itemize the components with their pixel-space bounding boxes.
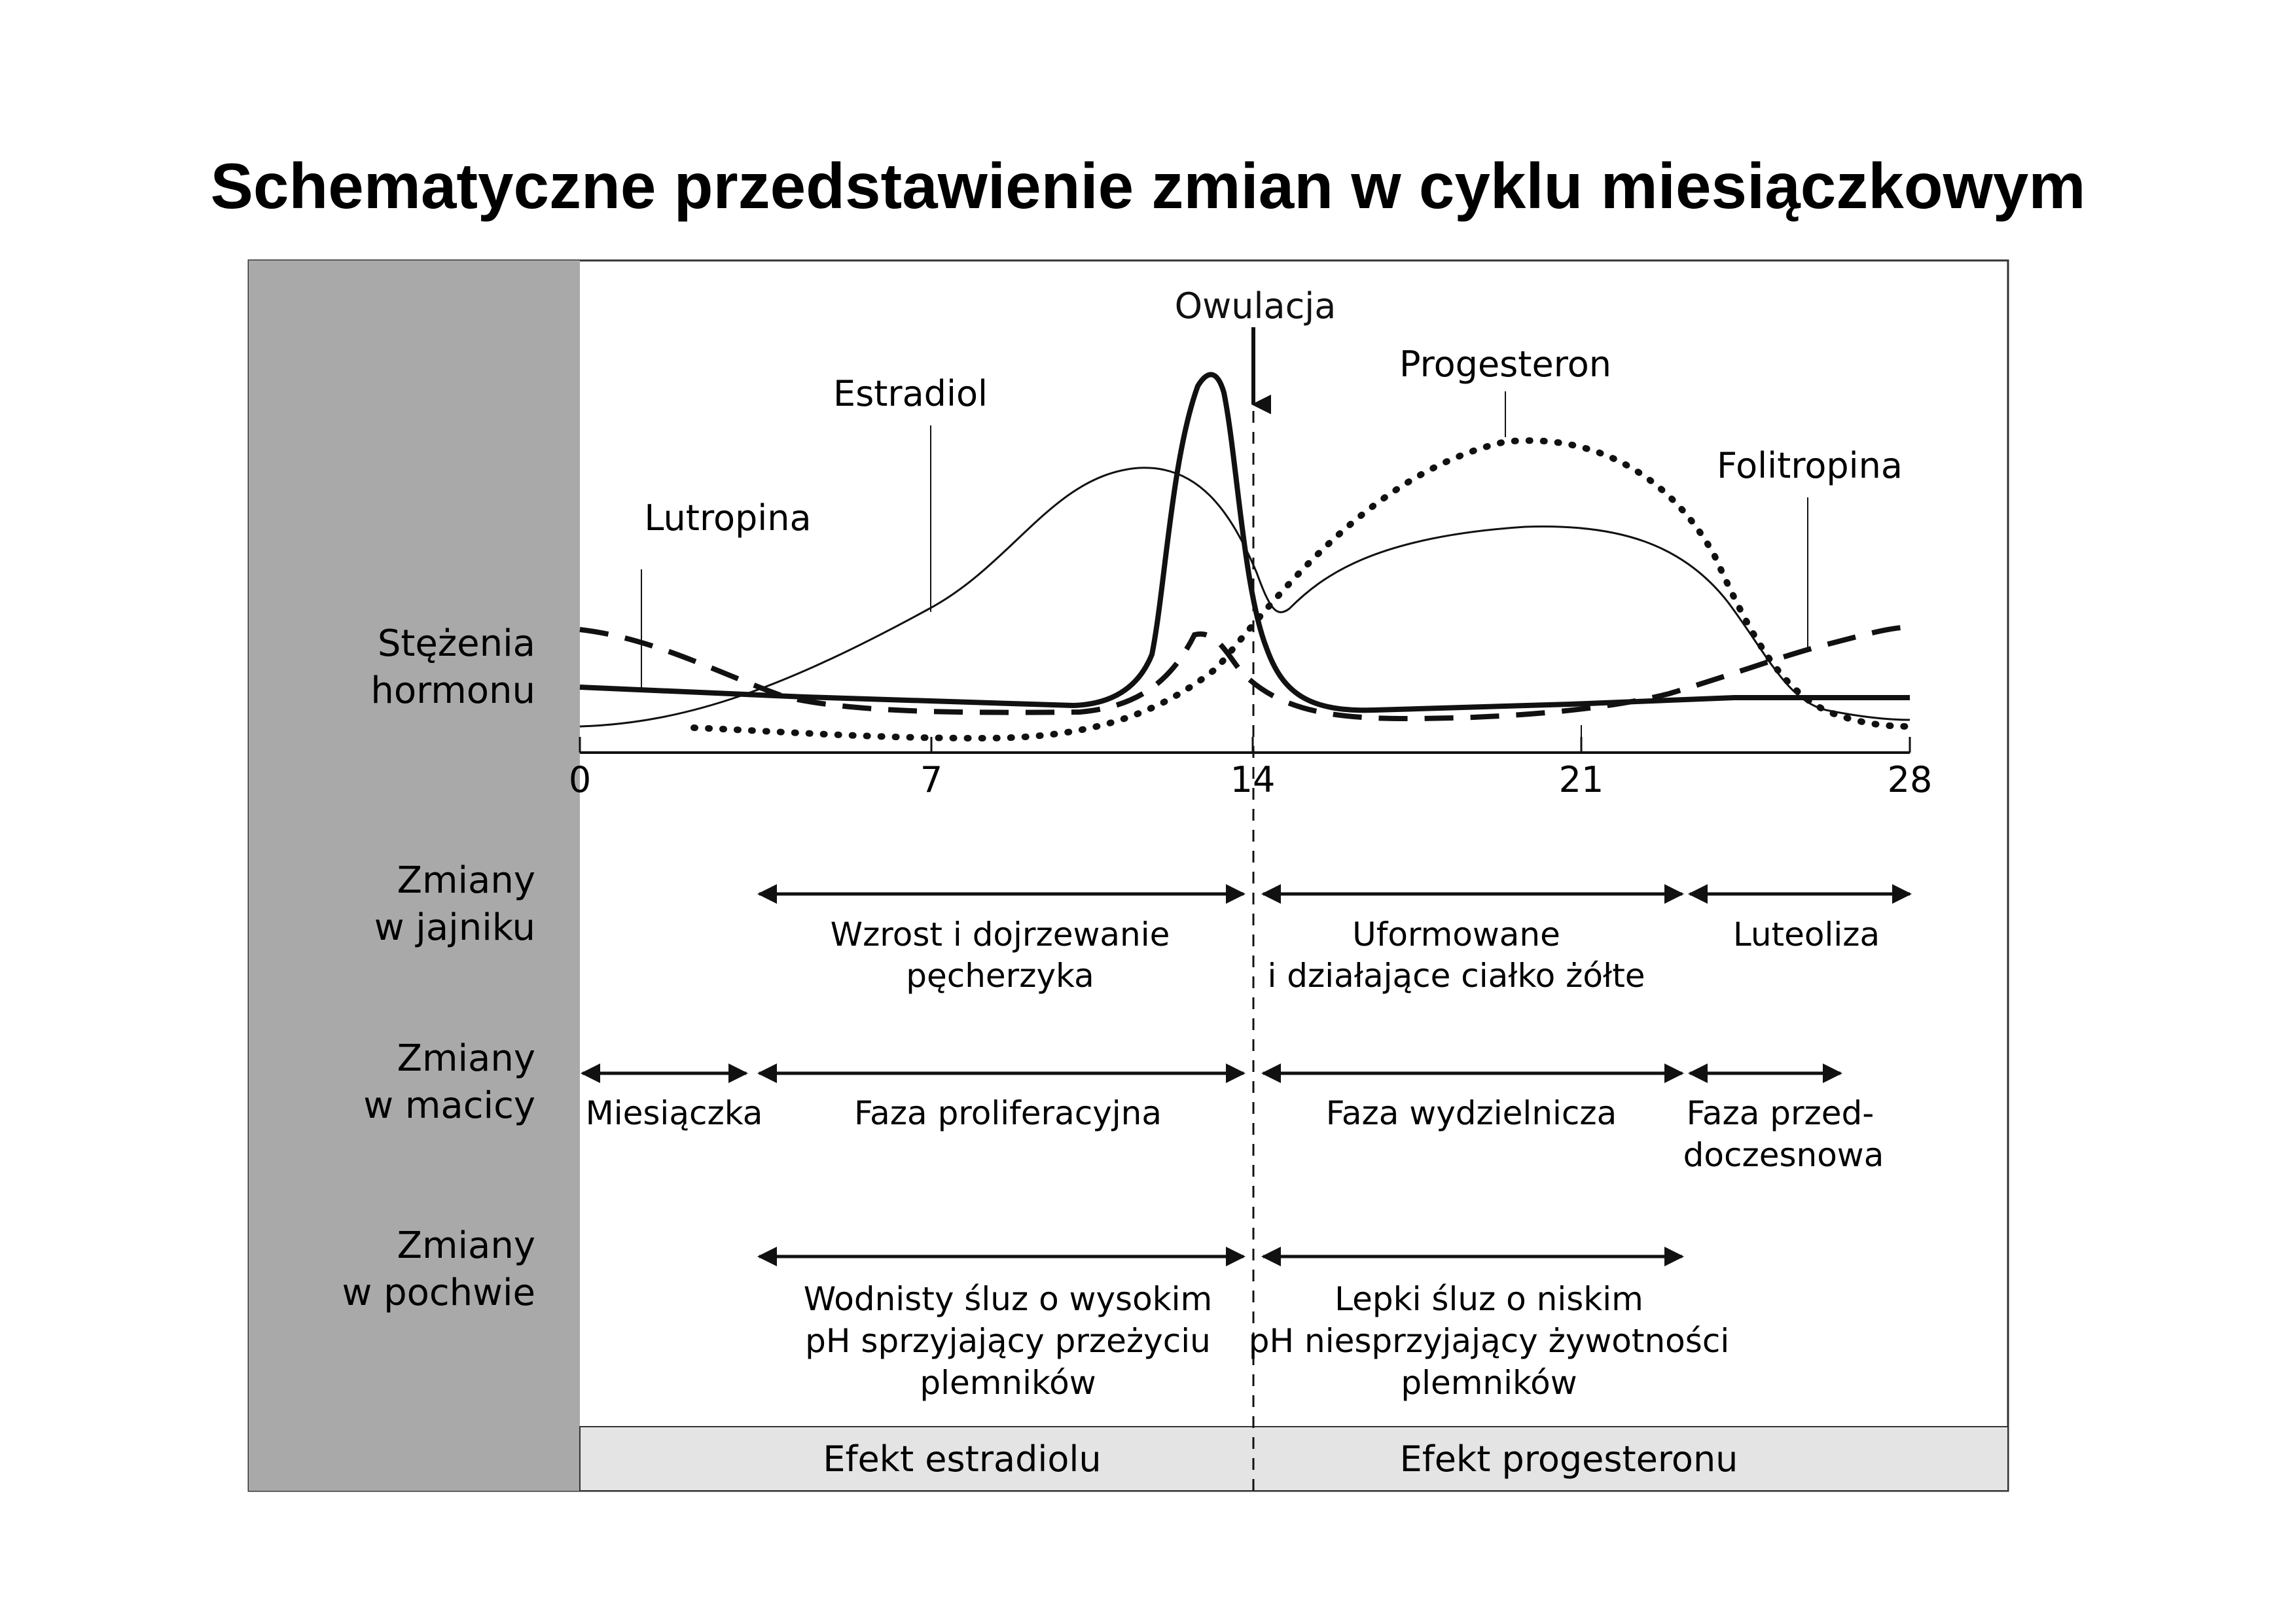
hormones-row-label-1: Stężenia (378, 622, 535, 665)
x-tick-label-0: 0 (569, 759, 591, 800)
ovary-row-label-2: w jajniku (374, 906, 535, 949)
vagina-row-label-2: w pochwie (342, 1272, 535, 1314)
progesteron-curve (691, 437, 1913, 742)
label-sidebar (249, 260, 580, 1491)
ovary-row-label-1: Zmiany (397, 859, 535, 902)
uterus-secretory-text: Faza wydzielnicza (1326, 1094, 1617, 1132)
vagina-estrogenic-text-2: pH sprzyjający przeżyciu (805, 1322, 1211, 1360)
vagina-progestogenic-text-3: plemników (1401, 1364, 1577, 1402)
ovary-luteolysis-text: Luteoliza (1733, 916, 1880, 954)
vagina-estrogenic-text-1: Wodnisty śluz o wysokim (804, 1280, 1213, 1318)
folitropina-curve (579, 624, 1910, 722)
ovary-corpus-luteum-text-1: Uformowane (1352, 916, 1560, 954)
x-tick-label-14: 14 (1230, 759, 1276, 800)
ovary-corpus-luteum-text-2: i działające ciałko żółte (1267, 957, 1645, 995)
progesteron-label: Progesteron (1399, 344, 1611, 385)
hormones-row-label-2: hormonu (370, 669, 535, 712)
lutropina-label: Lutropina (644, 497, 811, 539)
x-tick-label-21: 21 (1559, 759, 1604, 800)
lutropina-curve (579, 372, 1910, 713)
folitropina-label: Folitropina (1717, 445, 1903, 486)
ovary-follicle-text-2: pęcherzyka (906, 957, 1094, 995)
effect-estradiol-label: Efekt estradiolu (823, 1438, 1101, 1480)
uterus-menstruation-text: Miesiączka (586, 1094, 763, 1132)
vagina-row-label-1: Zmiany (397, 1224, 535, 1267)
x-tick-label-28: 28 (1888, 759, 1933, 800)
estradiol-label: Estradiol (833, 373, 988, 414)
vagina-progestogenic-text-1: Lepki śluz o niskim (1335, 1280, 1643, 1318)
uterus-premenstrual-text-1: Faza przed- (1687, 1094, 1874, 1132)
uterus-proliferative-text: Faza proliferacyjna (854, 1094, 1162, 1132)
effect-progesterone-label: Efekt progesteronu (1400, 1438, 1738, 1480)
vagina-progestogenic-text-2: pH niesprzyjający żywotności (1249, 1322, 1729, 1360)
vagina-estrogenic-text-3: plemników (920, 1364, 1096, 1402)
uterus-row-label-1: Zmiany (397, 1037, 535, 1080)
ovary-follicle-text-1: Wzrost i dojrzewanie (831, 916, 1170, 954)
effect-band (579, 1426, 2009, 1491)
page-title: Schematyczne przedstawienie zmian w cykl… (210, 150, 2086, 222)
ovulation-label: Owulacja (1175, 285, 1336, 327)
x-tick-label-7: 7 (920, 759, 942, 800)
uterus-premenstrual-text-2: doczesnowa (1683, 1136, 1884, 1174)
uterus-row-label-2: w macicy (363, 1084, 535, 1127)
